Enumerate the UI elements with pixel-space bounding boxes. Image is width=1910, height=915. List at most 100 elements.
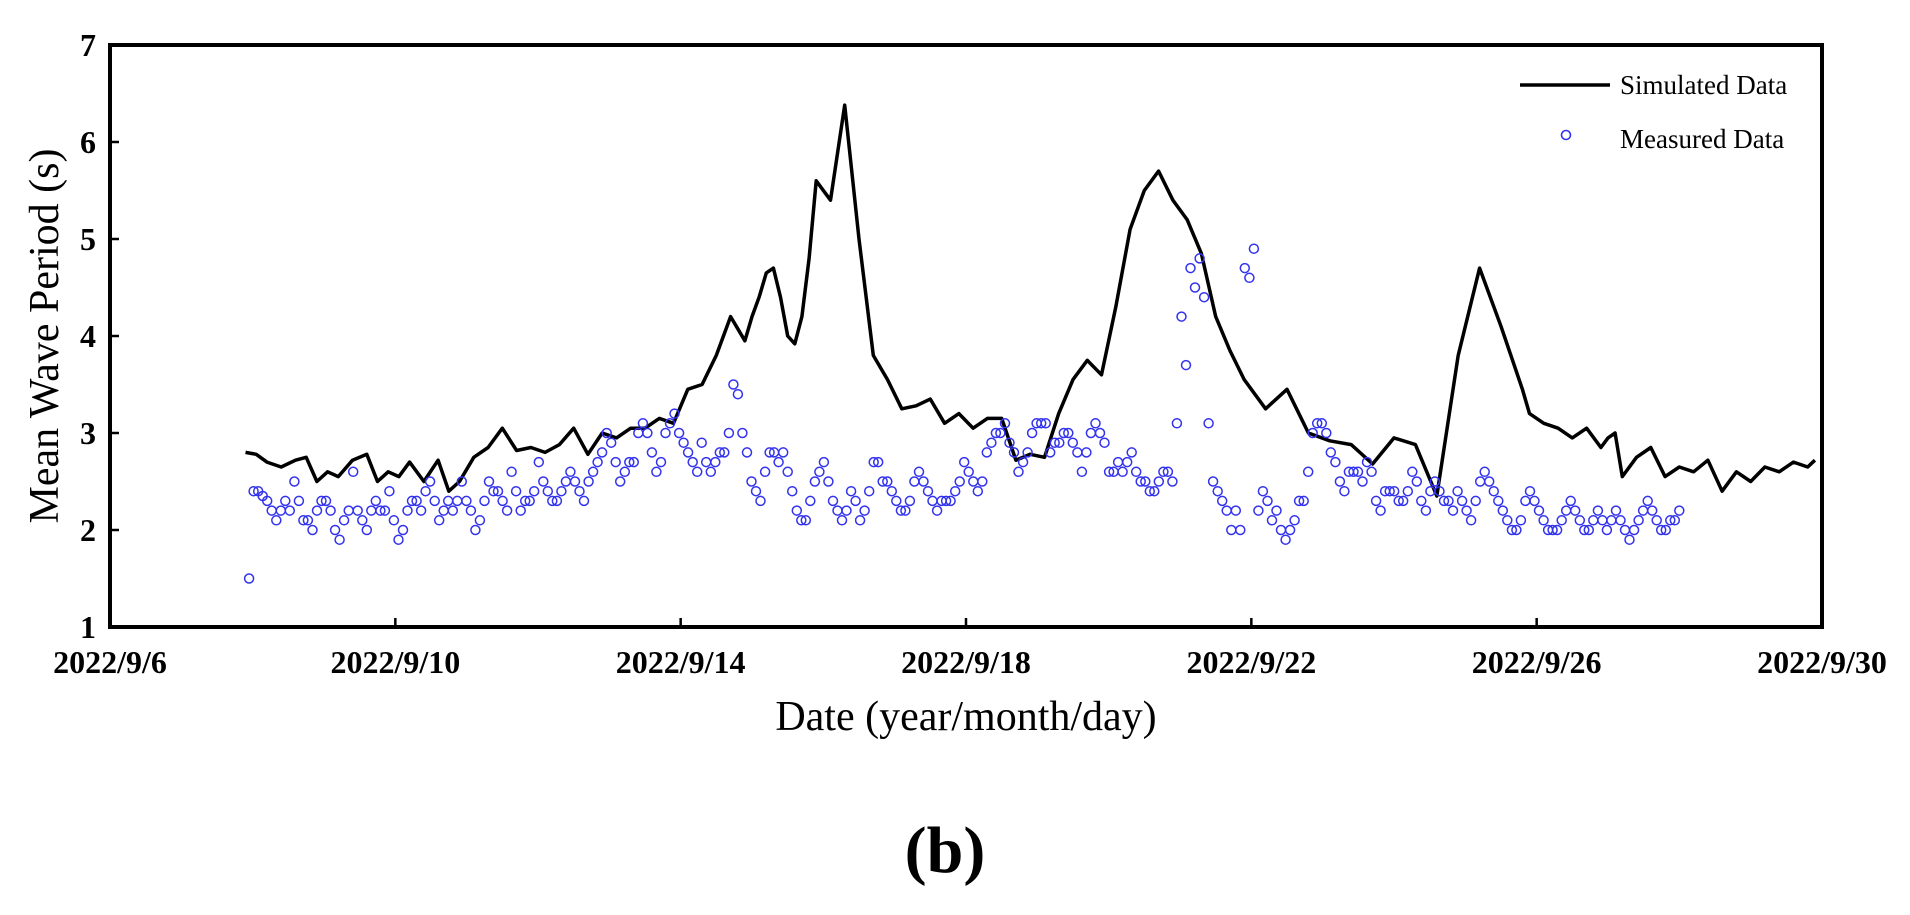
measured-point <box>1090 418 1101 429</box>
measured-point <box>1140 476 1151 487</box>
measured-point <box>1112 456 1124 468</box>
measured-point <box>1597 515 1608 526</box>
measured-point <box>750 485 762 497</box>
measured-point <box>1330 456 1341 468</box>
measured-point <box>442 495 454 507</box>
measured-point <box>1465 515 1477 526</box>
measured-point <box>361 524 373 536</box>
measured-point <box>1280 534 1291 545</box>
measured-point <box>329 524 341 536</box>
measured-point <box>710 456 721 468</box>
measured-point <box>1651 515 1662 526</box>
measured-point <box>945 495 956 507</box>
measured-point <box>678 437 689 448</box>
measured-point <box>280 495 291 507</box>
measured-point <box>1511 524 1522 536</box>
measured-point <box>999 418 1011 429</box>
measured-point <box>429 495 440 507</box>
measured-point <box>1665 515 1676 526</box>
measured-point <box>614 476 626 487</box>
measured-point <box>479 495 490 507</box>
measured-point <box>1479 466 1490 478</box>
measured-point <box>1316 418 1328 429</box>
measured-point <box>836 515 848 526</box>
measured-point <box>415 505 427 516</box>
measured-point <box>519 495 531 507</box>
measured-point <box>370 495 382 507</box>
measured-point <box>1275 524 1287 536</box>
measured-point <box>411 495 422 507</box>
measured-point <box>1565 495 1576 507</box>
measured-point <box>488 485 499 497</box>
measured-point <box>1058 427 1070 439</box>
measured-point <box>569 476 581 487</box>
measured-point <box>1402 485 1414 497</box>
measured-point <box>1013 466 1024 478</box>
measured-point <box>1212 485 1223 497</box>
measured-point <box>755 495 766 507</box>
measured-point <box>271 515 282 526</box>
measured-point <box>1153 476 1165 487</box>
measured-point <box>759 466 771 478</box>
measured-point <box>1420 505 1432 516</box>
measured-point <box>1067 437 1079 448</box>
x-tick-label: 2022/9/18 <box>901 644 1031 680</box>
measured-point <box>696 437 707 448</box>
measured-point <box>805 495 816 507</box>
measured-point <box>1167 476 1178 487</box>
measured-point <box>601 427 612 439</box>
measured-point <box>1524 485 1536 497</box>
measured-point <box>298 515 309 526</box>
measured-point <box>814 466 825 478</box>
measured-point <box>1619 524 1631 536</box>
measured-point <box>560 476 572 487</box>
measured-point <box>746 476 757 487</box>
measured-point <box>583 476 594 487</box>
measured-point <box>832 505 843 516</box>
measured-point <box>556 485 567 497</box>
measured-point <box>1339 485 1350 497</box>
measured-point <box>1072 447 1083 458</box>
measured-point <box>1253 505 1264 516</box>
measured-point <box>1583 524 1595 536</box>
measured-point <box>981 447 993 458</box>
measured-point <box>660 427 671 439</box>
legend-label-measured: Measured Data <box>1620 124 1784 154</box>
measured-point <box>827 495 839 507</box>
measured-point <box>895 505 907 516</box>
x-tick-label: 2022/9/22 <box>1186 644 1316 680</box>
measured-point <box>922 485 934 497</box>
measured-point <box>1180 359 1192 371</box>
measured-point <box>592 456 603 468</box>
measured-point <box>1244 272 1255 284</box>
measured-point <box>1538 515 1549 526</box>
measured-point <box>320 495 332 507</box>
measured-point <box>651 466 662 478</box>
y-tick-label: 1 <box>80 609 96 645</box>
measured-point <box>818 456 830 468</box>
measured-point <box>1452 485 1463 497</box>
measured-point <box>800 515 812 526</box>
measured-point <box>977 476 988 487</box>
measured-point <box>1171 418 1183 429</box>
measured-point <box>655 456 667 468</box>
measured-point <box>316 495 327 507</box>
measured-point <box>868 456 879 468</box>
measured-point <box>841 505 852 516</box>
measured-point <box>1393 495 1404 507</box>
measured-point <box>1515 515 1527 526</box>
measured-point <box>1221 505 1232 516</box>
measured-point <box>510 485 522 497</box>
measured-point <box>447 505 459 516</box>
y-tick-label: 5 <box>80 221 96 257</box>
measured-point <box>261 495 273 507</box>
measured-point <box>1579 524 1590 536</box>
measured-point <box>1293 495 1305 507</box>
measured-point <box>637 418 649 429</box>
measured-point <box>900 505 911 516</box>
measured-point <box>1416 495 1427 507</box>
measured-point <box>547 495 558 507</box>
measured-point <box>1266 515 1278 526</box>
measured-point <box>433 515 445 526</box>
